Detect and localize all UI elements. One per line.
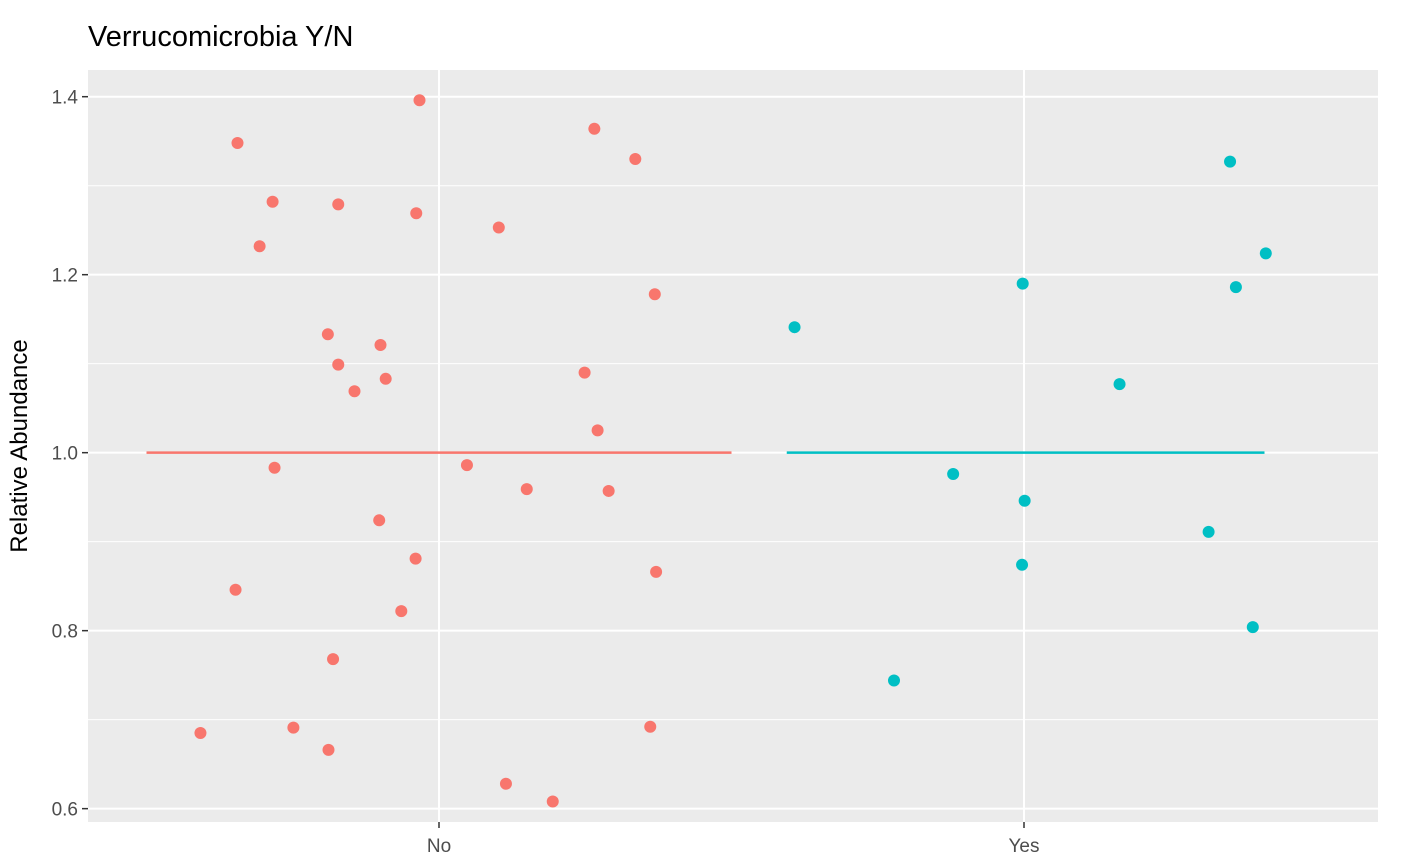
plot-panel (88, 70, 1378, 822)
data-point-no (650, 565, 663, 578)
data-point-yes (888, 674, 900, 687)
data-point-no (588, 122, 601, 135)
data-point-no (268, 461, 281, 474)
y-tick-label: 0.6 (52, 800, 78, 821)
data-point-no (229, 583, 242, 596)
data-point-no (410, 207, 423, 220)
data-point-no (373, 514, 386, 527)
data-point-no (287, 721, 300, 734)
y-tick-label: 1.4 (52, 88, 79, 109)
data-point-no (266, 195, 279, 208)
data-point-no (321, 328, 334, 341)
x-axis: No Yes (427, 822, 1040, 857)
data-point-no (409, 552, 422, 565)
data-point-yes (1224, 155, 1237, 168)
data-points (194, 94, 1272, 808)
x-tick-label-yes: Yes (1009, 836, 1040, 857)
data-point-yes (1016, 558, 1029, 571)
data-point-yes (1259, 247, 1272, 260)
data-point-no (460, 459, 473, 472)
data-point-yes (1202, 525, 1215, 538)
data-point-no (253, 240, 266, 253)
data-point-no (591, 424, 604, 437)
data-point-no (231, 136, 244, 149)
data-point-no (546, 795, 559, 808)
y-tick-label: 1.0 (52, 444, 78, 465)
data-point-no (332, 198, 345, 211)
data-point-yes (1246, 621, 1259, 634)
data-point-no (374, 338, 387, 351)
data-point-no (332, 358, 345, 371)
data-point-no (578, 366, 591, 379)
data-point-yes (1229, 281, 1242, 294)
y-axis: 0.6 0.8 1.0 1.2 1.4 (52, 88, 88, 821)
data-point-yes (1113, 378, 1126, 391)
data-point-no (602, 484, 615, 497)
data-point-yes (947, 468, 960, 481)
chart-title: Verrucomicrobia Y/N (88, 21, 353, 53)
x-tick-label-no: No (427, 836, 451, 857)
data-point-no (194, 727, 207, 740)
data-point-no (492, 221, 505, 234)
data-point-yes (1018, 494, 1031, 507)
data-point-no (379, 372, 392, 385)
data-point-no (395, 605, 408, 618)
data-point-no (413, 94, 426, 107)
data-point-no (648, 288, 661, 301)
y-axis-label: Relative Abundance (6, 339, 33, 553)
data-point-yes (1016, 277, 1029, 290)
data-point-no (499, 777, 512, 790)
data-point-no (520, 483, 533, 496)
data-point-no (322, 743, 335, 756)
data-point-yes (788, 321, 801, 334)
data-point-no (348, 385, 361, 398)
data-point-no (629, 152, 642, 165)
data-point-no (644, 720, 657, 733)
y-tick-label: 1.2 (52, 266, 78, 287)
data-point-no (327, 653, 340, 666)
minor-gridlines (88, 185, 1378, 721)
y-tick-label: 0.8 (52, 622, 78, 643)
